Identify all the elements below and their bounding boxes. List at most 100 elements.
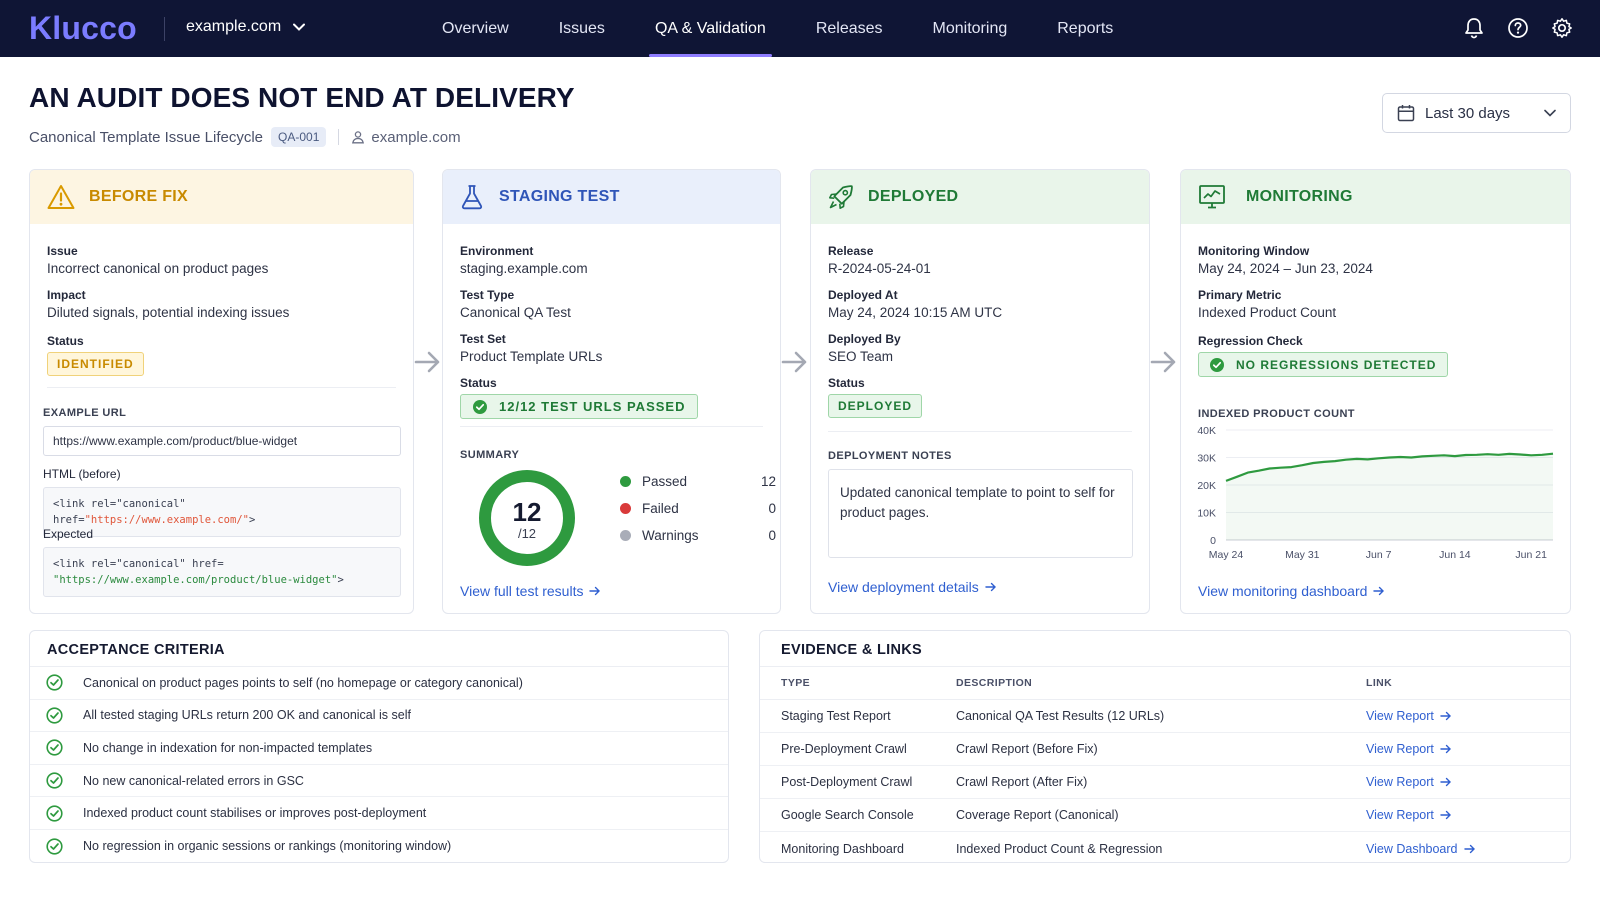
evidence-type: Staging Test Report bbox=[781, 709, 891, 723]
column-header-type: TYPE bbox=[781, 677, 811, 689]
staging-test-card: STAGING TEST Environment staging.example… bbox=[442, 169, 781, 614]
legend-failed: Failed 0 bbox=[620, 495, 776, 522]
expected-code: <link rel="canonical" href= "https://www.… bbox=[43, 547, 401, 597]
view-report-link[interactable]: View Report bbox=[1366, 709, 1452, 723]
status-badge: 12/12 TEST URLS PASSED bbox=[460, 394, 699, 419]
evidence-type: Monitoring Dashboard bbox=[781, 841, 904, 856]
table-row: Pre-Deployment Crawl Crawl Report (Befor… bbox=[760, 733, 1570, 766]
check-circle-icon bbox=[46, 772, 63, 789]
deployed-at-field: Deployed At May 24, 2024 10:15 AM UTC bbox=[828, 288, 1002, 320]
view-dashboard-link[interactable]: View Dashboard bbox=[1366, 842, 1476, 856]
table-row: Post-Deployment Crawl Crawl Report (Afte… bbox=[760, 766, 1570, 799]
test-set-label: Test Set bbox=[460, 332, 506, 346]
view-report-link[interactable]: View Report bbox=[1366, 808, 1452, 822]
deployed-header: DEPLOYED bbox=[811, 170, 1149, 224]
x-tick-label: May 31 bbox=[1285, 549, 1320, 561]
check-circle-icon bbox=[46, 838, 63, 855]
donut-value: 12 bbox=[512, 497, 542, 527]
evidence-table-header: TYPE DESCRIPTION LINK bbox=[760, 667, 1570, 700]
before-status-field: Status IDENTIFIED bbox=[47, 334, 144, 376]
list-item: Indexed product count stabilises or impr… bbox=[30, 797, 728, 830]
monitoring-window-value: May 24, 2024 – Jun 23, 2024 bbox=[1198, 261, 1373, 276]
regression-check-field: Regression Check NO REGRESSIONS DETECTED bbox=[1198, 334, 1449, 377]
list-item: No regression in organic sessions or ran… bbox=[30, 830, 728, 862]
primary-metric-value: Indexed Product Count bbox=[1198, 305, 1337, 320]
app-logo[interactable]: Klucco bbox=[29, 10, 137, 46]
check-circle-icon bbox=[46, 805, 63, 822]
arrow-right-icon bbox=[414, 351, 440, 373]
date-range-select[interactable]: Last 30 days bbox=[1382, 93, 1571, 133]
impact-label: Impact bbox=[47, 288, 86, 302]
y-tick-label: 30K bbox=[1197, 453, 1216, 465]
release-value: R-2024-05-24-01 bbox=[828, 261, 931, 276]
status-badge: DEPLOYED bbox=[828, 394, 923, 418]
nav-releases[interactable]: Releases bbox=[815, 19, 883, 37]
deployed-by-value: SEO Team bbox=[828, 349, 894, 364]
release-label: Release bbox=[828, 244, 874, 258]
arrow-right-icon bbox=[1150, 351, 1176, 373]
evidence-description: Indexed Product Count & Regression bbox=[956, 841, 1163, 856]
monitoring-title: MONITORING bbox=[1246, 188, 1353, 205]
y-tick-label: 10K bbox=[1197, 508, 1216, 520]
bell-icon[interactable] bbox=[1462, 16, 1486, 40]
expected-field: Expected <link rel="canonical" href= "htt… bbox=[43, 527, 401, 597]
nav-qa-validation[interactable]: QA & Validation bbox=[648, 0, 772, 57]
html-before-code: <link rel="canonical" href="https://www.… bbox=[43, 487, 401, 537]
summary-label: SUMMARY bbox=[460, 449, 520, 461]
column-header-description: DESCRIPTION bbox=[956, 677, 1033, 689]
nav-issues[interactable]: Issues bbox=[558, 19, 605, 37]
nav-divider bbox=[164, 17, 165, 41]
arrow-right-icon bbox=[1373, 586, 1385, 596]
help-icon[interactable] bbox=[1506, 16, 1530, 40]
y-tick-label: 0 bbox=[1210, 535, 1216, 547]
view-report-link[interactable]: View Report bbox=[1366, 742, 1452, 756]
release-field: Release R-2024-05-24-01 bbox=[828, 244, 931, 276]
arrow-right-icon bbox=[1440, 711, 1451, 721]
before-fix-title: BEFORE FIX bbox=[89, 188, 189, 205]
evidence-type: Google Search Console bbox=[781, 808, 914, 822]
x-tick-label: May 24 bbox=[1209, 549, 1244, 561]
check-circle-icon bbox=[46, 707, 63, 724]
view-deployment-details-link[interactable]: View deployment details bbox=[828, 579, 997, 595]
example-url-input[interactable]: https://www.example.com/product/blue-wid… bbox=[43, 426, 401, 456]
impact-field: Impact Diluted signals, potential indexi… bbox=[47, 288, 289, 320]
status-badge: IDENTIFIED bbox=[47, 352, 144, 376]
nav-overview[interactable]: Overview bbox=[442, 19, 509, 37]
staging-title: STAGING TEST bbox=[499, 188, 620, 205]
settings-icon[interactable] bbox=[1550, 16, 1574, 40]
test-set-value: Product Template URLs bbox=[460, 349, 603, 364]
primary-metric-label: Primary Metric bbox=[1198, 288, 1282, 302]
deployed-title: DEPLOYED bbox=[868, 188, 959, 205]
nav-reports[interactable]: Reports bbox=[1057, 19, 1114, 37]
calendar-icon bbox=[1397, 105, 1415, 122]
html-before-label: HTML (before) bbox=[43, 467, 121, 481]
nav-monitoring[interactable]: Monitoring bbox=[932, 19, 1008, 37]
check-circle-icon bbox=[473, 399, 487, 414]
donut-total: /12 bbox=[517, 526, 537, 541]
arrow-right-icon bbox=[985, 582, 996, 592]
deployed-status-label: Status bbox=[828, 376, 865, 390]
example-url-field: EXAMPLE URL https://www.example.com/prod… bbox=[43, 407, 401, 456]
page-title: AN AUDIT DOES NOT END AT DELIVERY bbox=[29, 82, 575, 113]
legend-passed: Passed 12 bbox=[620, 468, 776, 495]
before-fix-card: BEFORE FIX Issue Incorrect canonical on … bbox=[29, 169, 414, 614]
site-switcher[interactable]: example.com bbox=[186, 18, 306, 36]
view-test-results-link[interactable]: View full test results bbox=[460, 583, 601, 599]
section-divider bbox=[47, 387, 396, 388]
issue-label: Issue bbox=[47, 244, 78, 258]
staging-header: STAGING TEST bbox=[443, 170, 780, 224]
test-type-field: Test Type Canonical QA Test bbox=[460, 288, 571, 320]
list-item: No change in indexation for non-impacted… bbox=[30, 732, 728, 765]
evidence-type: Post-Deployment Crawl bbox=[781, 775, 913, 789]
view-report-link[interactable]: View Report bbox=[1366, 775, 1452, 789]
deployment-notes-text: Updated canonical template to point to s… bbox=[828, 469, 1133, 558]
expected-label: Expected bbox=[43, 527, 94, 541]
staging-status-label: Status bbox=[460, 376, 497, 390]
monitoring-window-label: Monitoring Window bbox=[1198, 244, 1310, 258]
monitor-chart-icon bbox=[1199, 185, 1225, 209]
html-before-field: HTML (before) <link rel="canonical" href… bbox=[43, 467, 401, 537]
evidence-type: Pre-Deployment Crawl bbox=[781, 742, 907, 756]
subtitle-divider bbox=[338, 129, 340, 145]
check-circle-icon bbox=[1210, 357, 1224, 372]
view-monitoring-dashboard-link[interactable]: View monitoring dashboard bbox=[1198, 583, 1385, 599]
